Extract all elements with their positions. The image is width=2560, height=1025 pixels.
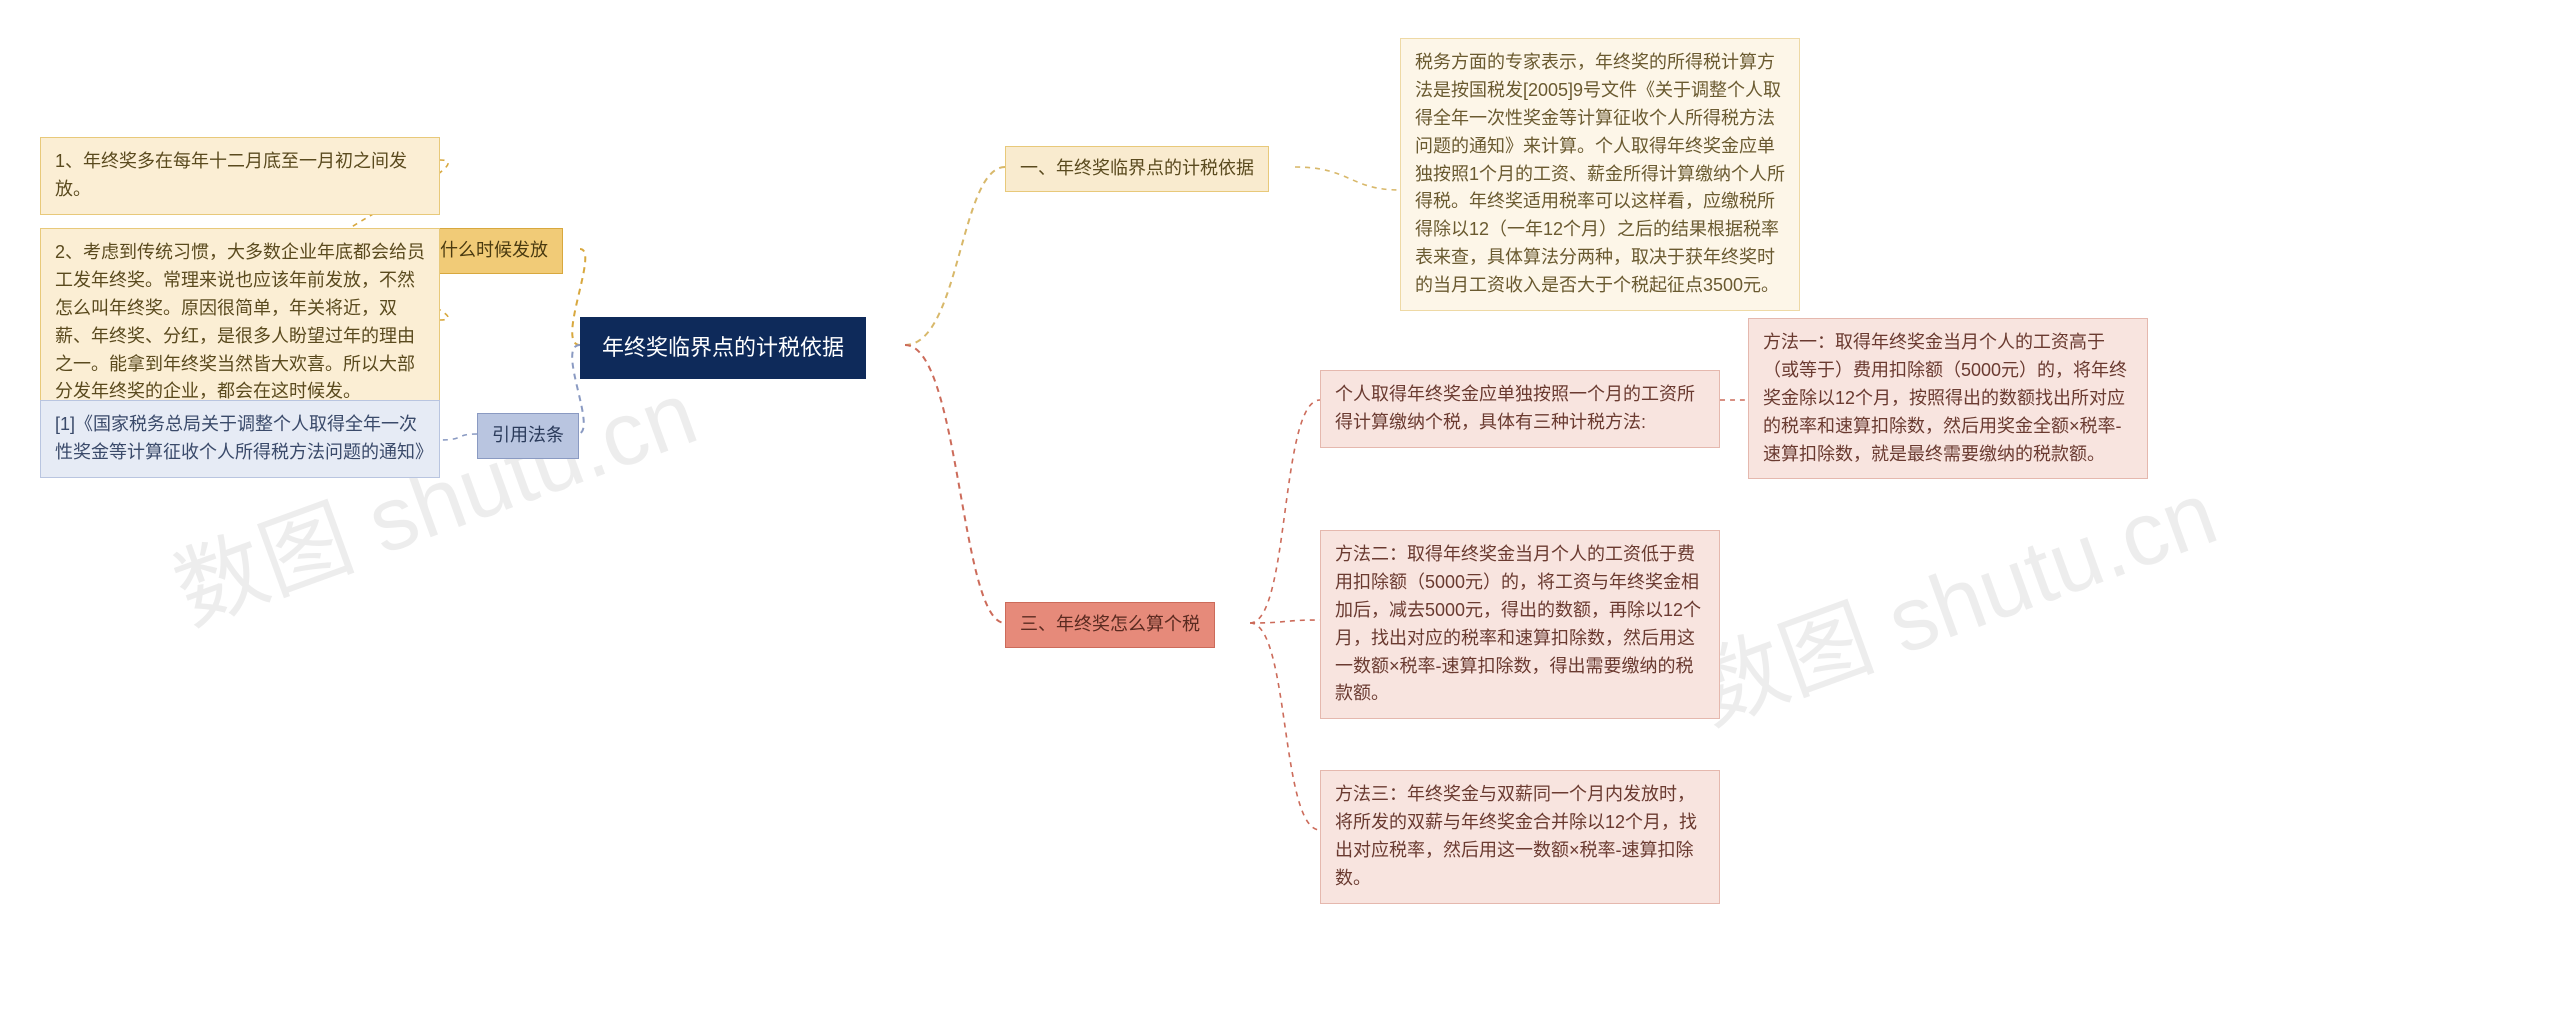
leaf-b4-ref: [1]《国家税务总局关于调整个人取得全年一次性奖金等计算征收个人所得税方法问题的…: [40, 400, 440, 478]
branch-1: 一、年终奖临界点的计税依据: [1005, 146, 1269, 192]
leaf-b2-a: 1、年终奖多在每年十二月底至一月初之间发放。: [40, 137, 440, 215]
leaf-b3-method1: 方法一：取得年终奖金当月个人的工资高于（或等于）费用扣除额（5000元）的，将年…: [1748, 318, 2148, 479]
leaf-b2-b: 2、考虑到传统习惯，大多数企业年底都会给员工发年终奖。常理来说也应该年前发放，不…: [40, 228, 440, 417]
leaf-b3-intro: 个人取得年终奖金应单独按照一个月的工资所得计算缴纳个税，具体有三种计税方法:: [1320, 370, 1720, 448]
leaf-b1-detail: 税务方面的专家表示，年终奖的所得税计算方法是按国税发[2005]9号文件《关于调…: [1400, 38, 1800, 311]
watermark: 数图 shutu.cn: [1674, 441, 2231, 750]
branch-4: 引用法条: [477, 413, 579, 459]
leaf-b3-method3: 方法三：年终奖金与双薪同一个月内发放时，将所发的双薪与年终奖金合并除以12个月，…: [1320, 770, 1720, 904]
center-node: 年终奖临界点的计税依据: [580, 317, 866, 379]
leaf-b3-method2: 方法二：取得年终奖金当月个人的工资低于费用扣除额（5000元）的，将工资与年终奖…: [1320, 530, 1720, 719]
branch-3: 三、年终奖怎么算个税: [1005, 602, 1215, 648]
